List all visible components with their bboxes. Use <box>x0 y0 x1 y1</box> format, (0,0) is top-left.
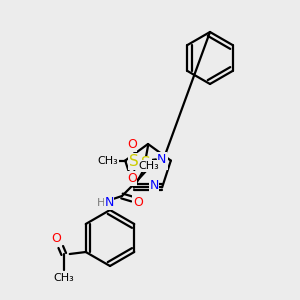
Text: O: O <box>127 172 137 185</box>
Text: O: O <box>133 196 143 208</box>
Text: N: N <box>104 196 114 209</box>
Text: O: O <box>51 232 61 245</box>
Text: CH₃: CH₃ <box>139 160 159 171</box>
Text: O: O <box>127 138 137 151</box>
Text: CH₃: CH₃ <box>53 273 74 283</box>
Text: S: S <box>129 154 139 169</box>
Text: N: N <box>158 156 167 169</box>
Text: H: H <box>97 198 105 208</box>
Text: N: N <box>157 153 167 166</box>
Text: N: N <box>149 179 159 192</box>
Text: CH₃: CH₃ <box>98 156 118 167</box>
Text: S: S <box>141 157 151 172</box>
Text: N: N <box>128 156 138 169</box>
